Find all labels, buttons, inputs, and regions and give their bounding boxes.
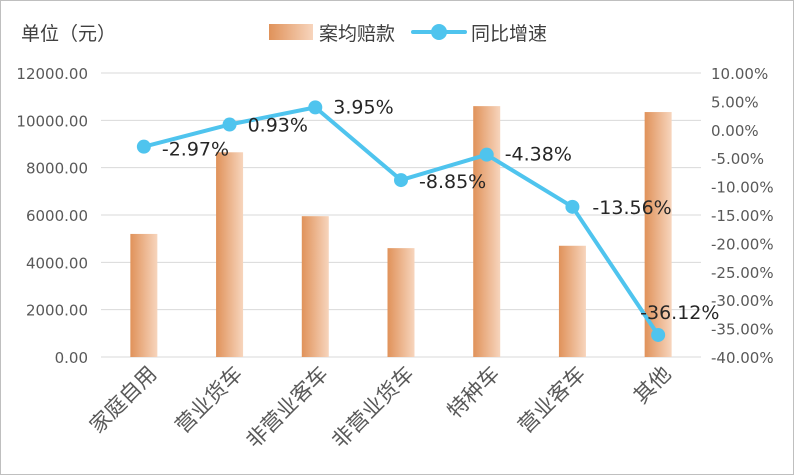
growth-data-label: -4.38% — [505, 144, 572, 166]
x-category-label: 非营业客车 — [242, 362, 333, 453]
y-right-tick-label: -40.00% — [711, 349, 774, 367]
legend-bar-label: 案均赔款 — [319, 22, 396, 45]
legend-line-swatch — [411, 24, 467, 40]
y-left-tick-label: 8000.00 — [26, 160, 88, 178]
growth-point — [308, 100, 323, 115]
y-right-tick-label: -10.00% — [711, 179, 774, 197]
x-category-label: 营业客车 — [514, 362, 590, 438]
y-right-tick-label: -25.00% — [711, 264, 774, 282]
bar — [301, 216, 329, 357]
bar — [644, 112, 672, 357]
x-category-label: 非营业货车 — [327, 362, 418, 453]
y-left-tick-label: 2000.00 — [26, 302, 88, 320]
bar — [558, 245, 586, 357]
growth-point — [651, 327, 666, 342]
bar — [216, 152, 244, 357]
growth-point — [394, 173, 408, 188]
growth-point — [479, 147, 494, 162]
x-category-label: 其他 — [629, 362, 676, 409]
x-category-label: 家庭自用 — [85, 362, 161, 438]
legend-line-label: 同比增速 — [471, 22, 548, 45]
growth-data-label: -8.85% — [419, 171, 486, 193]
y-right-tick-label: -35.00% — [711, 321, 774, 339]
y-left-tick-label: 12000.00 — [16, 65, 88, 83]
y-left-tick-label: 0.00 — [55, 349, 88, 367]
legend-item-bar: 案均赔款 — [269, 19, 395, 45]
growth-point — [136, 139, 151, 154]
y-axis-unit-label: 单位（元） — [21, 23, 117, 45]
y-right-tick-label: 10.00% — [711, 65, 768, 83]
y-right-tick-label: 0.00% — [711, 122, 759, 140]
legend-item-line: 同比增速 — [411, 19, 547, 45]
y-left-tick-label: 6000.00 — [26, 207, 88, 225]
growth-data-label: -36.12% — [640, 302, 719, 324]
growth-data-label: -2.97% — [162, 139, 229, 161]
y-left-tick-label: 4000.00 — [26, 254, 88, 272]
growth-data-label: 3.95% — [333, 96, 393, 118]
y-right-tick-label: -20.00% — [711, 235, 774, 253]
y-left-tick-label: 10000.00 — [16, 112, 88, 130]
legend-bar-swatch — [269, 24, 313, 40]
y-right-tick-label: -5.00% — [711, 150, 764, 168]
bar — [387, 248, 415, 357]
y-right-tick-label: -30.00% — [711, 292, 774, 310]
growth-point — [222, 117, 237, 132]
x-category-label: 特种车 — [443, 362, 505, 424]
y-right-tick-label: -15.00% — [711, 207, 774, 225]
bar — [473, 106, 501, 357]
y-right-tick-label: 5.00% — [711, 93, 759, 111]
bar — [130, 233, 158, 357]
growth-data-label: 0.93% — [248, 115, 308, 137]
growth-data-label: -13.56% — [592, 197, 671, 219]
growth-point — [565, 199, 580, 214]
x-category-label: 营业货车 — [171, 362, 247, 438]
